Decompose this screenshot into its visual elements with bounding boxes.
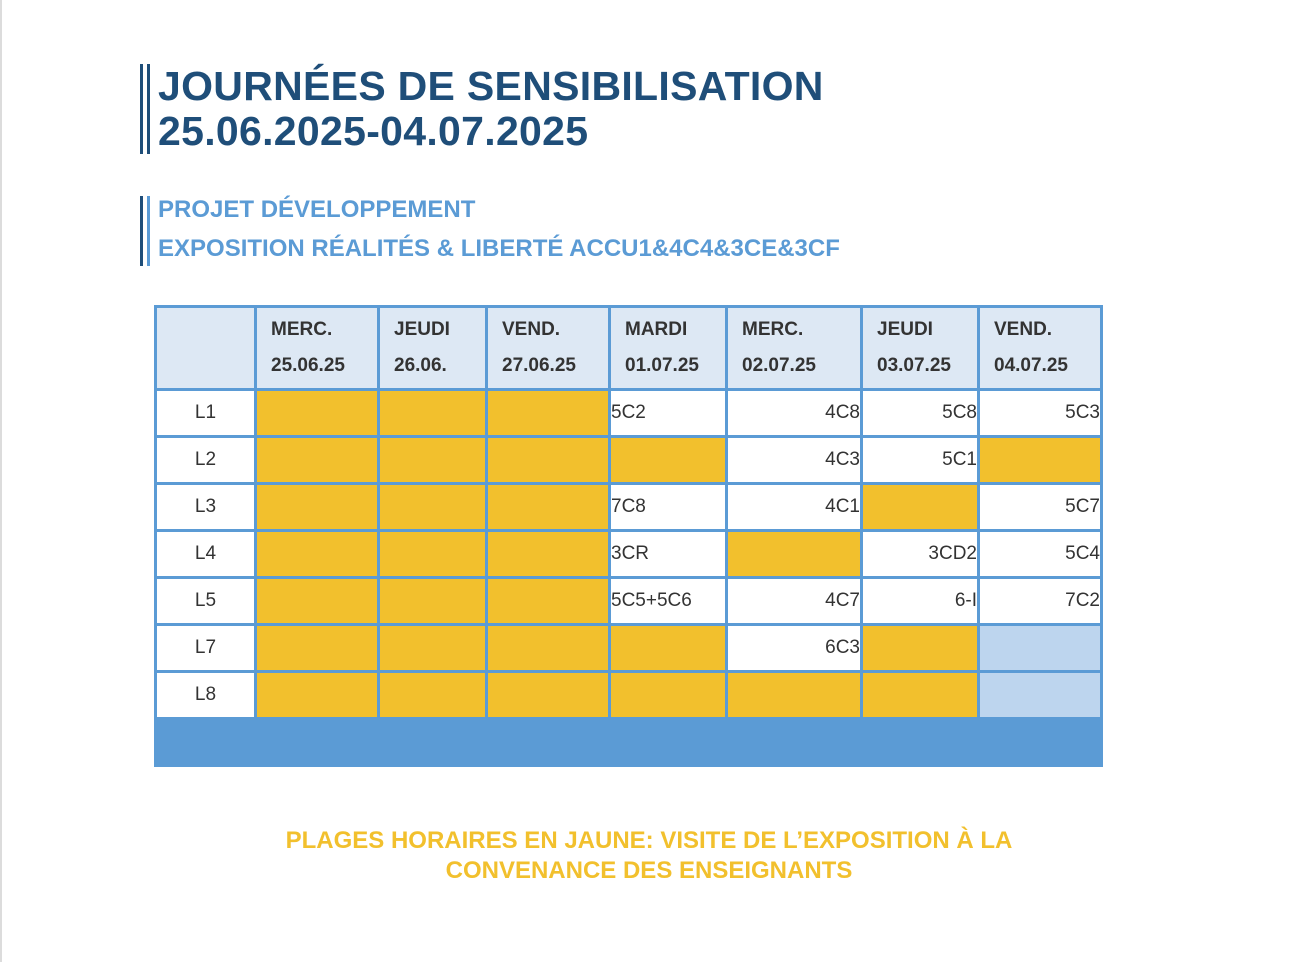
slot-cell <box>485 670 611 720</box>
column-header: VEND. 04.07.25 <box>977 305 1103 391</box>
slot-cell <box>485 623 611 673</box>
slot-cell: 7C8 <box>608 482 728 532</box>
slot-cell <box>725 529 863 579</box>
slot-cell <box>860 482 980 532</box>
table-row: L8 <box>154 670 1103 720</box>
footer-bar <box>154 717 1103 767</box>
slot-cell <box>254 529 380 579</box>
column-header: MERC. 02.07.25 <box>725 305 863 391</box>
slot-cell: 5C5+5C6 <box>608 576 728 626</box>
table-row: L3 7C8 4C1 5C7 <box>154 482 1103 532</box>
lesson-label: L3 <box>154 482 257 532</box>
slot-cell <box>254 623 380 673</box>
slot-cell: 5C2 <box>608 388 728 438</box>
page-title: JOURNÉES DE SENSIBILISATION 25.06.2025-0… <box>140 64 824 154</box>
table-row: L7 6C3 <box>154 623 1103 673</box>
slot-cell <box>608 670 728 720</box>
table-footer-bar <box>154 717 1103 767</box>
slot-cell <box>485 576 611 626</box>
title-line-2: 25.06.2025-04.07.2025 <box>158 108 589 154</box>
column-date: 26.06. <box>394 355 447 376</box>
table-row: L2 4C3 5C1 <box>154 435 1103 485</box>
title-line-1: JOURNÉES DE SENSIBILISATION <box>158 63 824 109</box>
slot-cell: 4C7 <box>725 576 863 626</box>
slot-cell <box>254 670 380 720</box>
slot-cell <box>485 529 611 579</box>
column-day: JEUDI <box>394 319 450 340</box>
slot-cell <box>377 435 488 485</box>
slot-cell <box>608 435 728 485</box>
lesson-label: L1 <box>154 388 257 438</box>
slot-cell <box>860 670 980 720</box>
column-date: 03.07.25 <box>877 355 951 376</box>
slot-cell <box>254 482 380 532</box>
slot-cell <box>977 435 1103 485</box>
slot-cell <box>977 670 1103 720</box>
column-day: JEUDI <box>877 319 933 340</box>
column-day: VEND. <box>502 319 561 340</box>
slot-cell <box>377 482 488 532</box>
header-row: MERC. 25.06.25 JEUDI 26.06. VEND. 27.06.25 … <box>154 305 1103 391</box>
slot-cell <box>485 482 611 532</box>
slot-cell: 4C8 <box>725 388 863 438</box>
slot-cell: 3CR <box>608 529 728 579</box>
slot-cell <box>860 623 980 673</box>
slot-cell <box>254 576 380 626</box>
column-day: VEND. <box>994 319 1053 340</box>
page-edge <box>0 0 2 962</box>
column-day: MERC. <box>271 319 333 340</box>
slot-cell <box>485 388 611 438</box>
subtitle-line-2: EXPOSITION RÉALITÉS & LIBERTÉ ACCU1&4C4&… <box>158 235 840 262</box>
slot-cell: 4C3 <box>725 435 863 485</box>
column-header: MERC. 25.06.25 <box>254 305 380 391</box>
lesson-label: L5 <box>154 576 257 626</box>
page-subtitle: PROJET DÉVELOPPEMENT EXPOSITION RÉALITÉS… <box>140 196 840 266</box>
slot-cell <box>254 435 380 485</box>
slot-cell <box>725 670 863 720</box>
slot-cell <box>377 529 488 579</box>
slot-cell: 5C7 <box>977 482 1103 532</box>
slot-cell: 6-I <box>860 576 980 626</box>
slot-cell: 3CD2 <box>860 529 980 579</box>
subtitle-line-1: PROJET DÉVELOPPEMENT <box>158 196 476 223</box>
table-row: L5 5C5+5C6 4C7 6-I 7C2 <box>154 576 1103 626</box>
column-header: VEND. 27.06.25 <box>485 305 611 391</box>
lesson-label: L7 <box>154 623 257 673</box>
legend-note: PLAGES HORAIRES EN JAUNE: VISITE DE L’EX… <box>285 827 1013 884</box>
column-date: 27.06.25 <box>502 355 576 376</box>
slot-cell: 6C3 <box>725 623 863 673</box>
slot-cell: 7C2 <box>977 576 1103 626</box>
column-date: 02.07.25 <box>742 355 816 376</box>
table-row: L4 3CR 3CD2 5C4 <box>154 529 1103 579</box>
column-header: JEUDI 26.06. <box>377 305 488 391</box>
slot-cell: 5C4 <box>977 529 1103 579</box>
slot-cell: 5C8 <box>860 388 980 438</box>
slot-cell <box>977 623 1103 673</box>
column-header: MARDI 01.07.25 <box>608 305 728 391</box>
schedule-table: MERC. 25.06.25 JEUDI 26.06. VEND. 27.06.25 … <box>154 305 1103 767</box>
slot-cell: 5C1 <box>860 435 980 485</box>
slot-cell <box>254 388 380 438</box>
slot-cell: 4C1 <box>725 482 863 532</box>
slot-cell <box>485 435 611 485</box>
header-corner <box>154 305 257 391</box>
slot-cell: 5C3 <box>977 388 1103 438</box>
column-header: JEUDI 03.07.25 <box>860 305 980 391</box>
column-day: MERC. <box>742 319 804 340</box>
column-date: 04.07.25 <box>994 355 1068 376</box>
slot-cell <box>377 623 488 673</box>
lesson-label: L4 <box>154 529 257 579</box>
slot-cell <box>377 576 488 626</box>
column-date: 25.06.25 <box>271 355 345 376</box>
column-day: MARDI <box>625 319 688 340</box>
slot-cell <box>377 670 488 720</box>
slot-cell <box>377 388 488 438</box>
column-date: 01.07.25 <box>625 355 699 376</box>
table-row: L1 5C2 4C8 5C8 5C3 <box>154 388 1103 438</box>
lesson-label: L8 <box>154 670 257 720</box>
lesson-label: L2 <box>154 435 257 485</box>
slot-cell <box>608 623 728 673</box>
